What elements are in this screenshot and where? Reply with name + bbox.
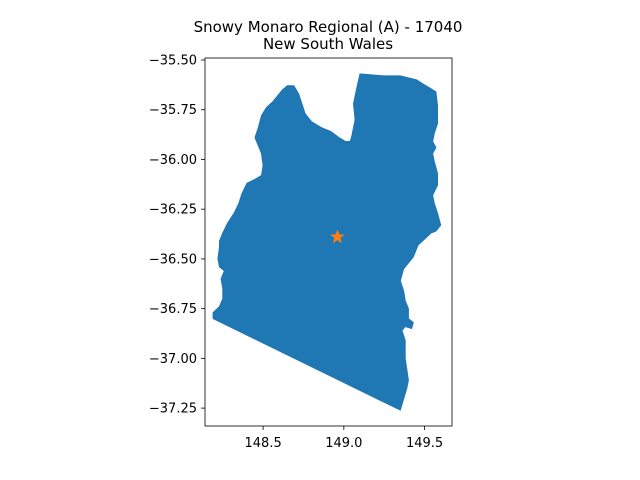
y-tick-label: −35.50 [149, 53, 197, 68]
x-tick-label: 148.5 [245, 436, 282, 451]
y-tick-label: −35.75 [149, 103, 197, 118]
chart-title-line-2: New South Wales [263, 35, 393, 53]
chart-title-line-1: Snowy Monaro Regional (A) - 17040 [194, 18, 463, 36]
y-tick-label: −37.25 [149, 402, 197, 417]
marker-layer [330, 229, 345, 244]
region-layer [212, 73, 442, 411]
x-tick-label: 149.0 [325, 436, 362, 451]
y-tick-label: −36.50 [149, 252, 197, 267]
location-star-marker [330, 229, 345, 244]
y-tick-label: −36.00 [149, 153, 197, 168]
x-tick-label: 149.5 [406, 436, 443, 451]
y-tick-label: −36.75 [149, 302, 197, 317]
axes-layer: 148.5 149.0 149.5 −35.50 −35.75 −36.00 −36.25 −… [149, 53, 453, 451]
y-tick-label: −37.00 [149, 352, 197, 367]
region-polygon [212, 73, 442, 411]
axes-frame [204, 57, 453, 427]
y-tick-label: −36.25 [149, 203, 197, 218]
